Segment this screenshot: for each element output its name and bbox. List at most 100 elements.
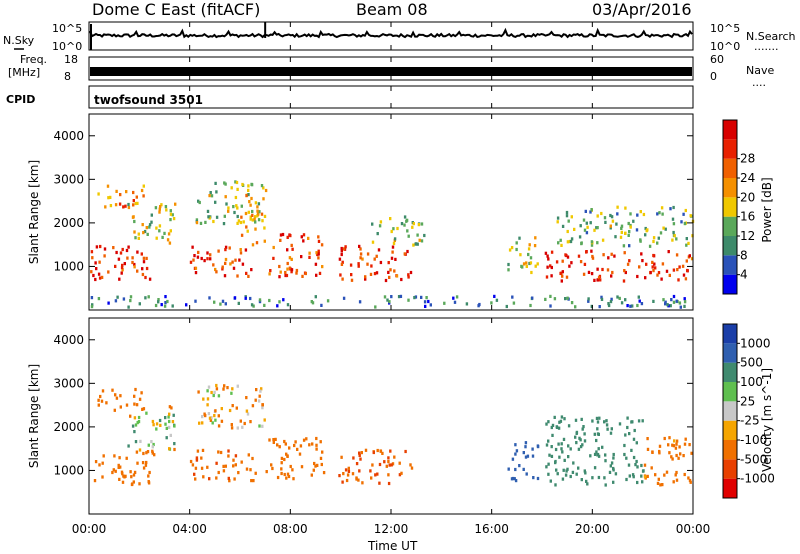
echo-cell [131, 256, 134, 260]
echo-cell [260, 212, 264, 216]
echo-cell [631, 420, 634, 424]
colorbar-segment [723, 216, 737, 236]
echo-cell [264, 188, 268, 193]
echo-cell [610, 297, 613, 301]
echo-cell [222, 387, 225, 391]
colorbar-segment [723, 362, 737, 382]
time-tick-label: 00:00 [72, 522, 107, 536]
echo-cell [631, 304, 634, 308]
echo-cell [690, 451, 693, 455]
echo-cell [583, 262, 587, 266]
echo-cell [597, 475, 601, 480]
echo-cell [550, 454, 554, 458]
echo-cell [388, 275, 391, 279]
noise-trace [89, 22, 693, 50]
echo-cell [142, 194, 145, 198]
echo-cell [244, 211, 248, 216]
echo-cell [118, 202, 122, 206]
echo-cell [119, 251, 123, 255]
echo-cell [646, 447, 650, 451]
echo-cell [682, 212, 685, 216]
echo-cell [618, 422, 622, 426]
echo-cell [281, 232, 285, 237]
echo-cell [239, 251, 243, 255]
echo-cell [511, 457, 515, 461]
echo-cell [223, 181, 226, 185]
echo-cell [255, 388, 258, 392]
echo-cell [212, 263, 215, 267]
echo-cell [514, 452, 517, 456]
echo-cell [249, 468, 252, 472]
echo-cell [257, 202, 261, 206]
echo-cell [132, 199, 135, 203]
echo-cell [234, 258, 237, 262]
echo-cell [137, 236, 140, 240]
echo-cell [278, 264, 281, 269]
echo-cell [126, 256, 129, 260]
echo-cell [206, 251, 209, 255]
echo-cell [364, 277, 367, 281]
echo-cell [290, 243, 293, 247]
colorbar-tick-label: 20 [740, 190, 755, 204]
echo-cell [133, 265, 136, 269]
echo-cell [194, 299, 197, 303]
freq-label-line2: [MHz] [8, 66, 40, 79]
echo-cell [557, 241, 560, 245]
echo-cell [610, 252, 613, 256]
echo-cell [254, 471, 257, 475]
echo-cell [394, 257, 397, 261]
echo-cell [231, 404, 234, 408]
echo-cell [683, 472, 686, 477]
echo-cell [627, 221, 630, 226]
echo-cell [164, 301, 167, 305]
echo-cell [311, 442, 314, 446]
time-tick-label: 16:00 [474, 522, 509, 536]
echo-cell [142, 184, 145, 188]
echo-cell [132, 190, 135, 195]
echo-cell [644, 276, 647, 280]
echo-cell [197, 199, 200, 203]
echo-cell [247, 274, 250, 278]
echo-cell [240, 215, 243, 219]
echo-cell [115, 250, 118, 255]
echo-cell [97, 297, 101, 301]
echo-cell [515, 247, 518, 252]
echo-cell [144, 296, 147, 300]
echo-cell [120, 266, 124, 270]
echo-cell [553, 297, 557, 301]
echo-cell [406, 229, 409, 233]
echo-cell [403, 223, 406, 227]
echo-cell [536, 262, 539, 266]
echo-cell [278, 300, 281, 304]
echo-cell [614, 235, 617, 239]
echo-cell [124, 204, 127, 208]
echo-cell [636, 303, 639, 308]
echo-cell [565, 210, 569, 215]
echo-cell [661, 483, 664, 487]
nsky-tick-bottom: 10^0 [52, 40, 82, 53]
echo-cell [195, 456, 199, 460]
echo-cell [340, 262, 344, 266]
echo-cell [603, 216, 607, 220]
echo-cell [671, 443, 674, 447]
echo-cell [580, 478, 583, 482]
echo-cell [616, 212, 619, 216]
echo-cell [165, 208, 168, 212]
colorbar-tick-label: 100 [740, 375, 763, 389]
echo-cell [172, 413, 175, 417]
colorbar-tick-label: 8 [740, 248, 748, 262]
echo-cell [682, 273, 686, 277]
echo-cell [355, 476, 358, 480]
echo-cell [570, 215, 573, 219]
echo-cell [201, 448, 205, 452]
echo-cell [385, 464, 388, 468]
echo-cell [636, 465, 639, 469]
echo-cell [103, 247, 107, 251]
echo-cell [101, 475, 104, 479]
colorbar-segment [723, 382, 737, 402]
echo-cell [561, 259, 564, 263]
echo-cell [189, 459, 193, 464]
echo-cell [213, 390, 216, 394]
echo-cell [400, 471, 403, 475]
echo-cell [674, 446, 678, 450]
